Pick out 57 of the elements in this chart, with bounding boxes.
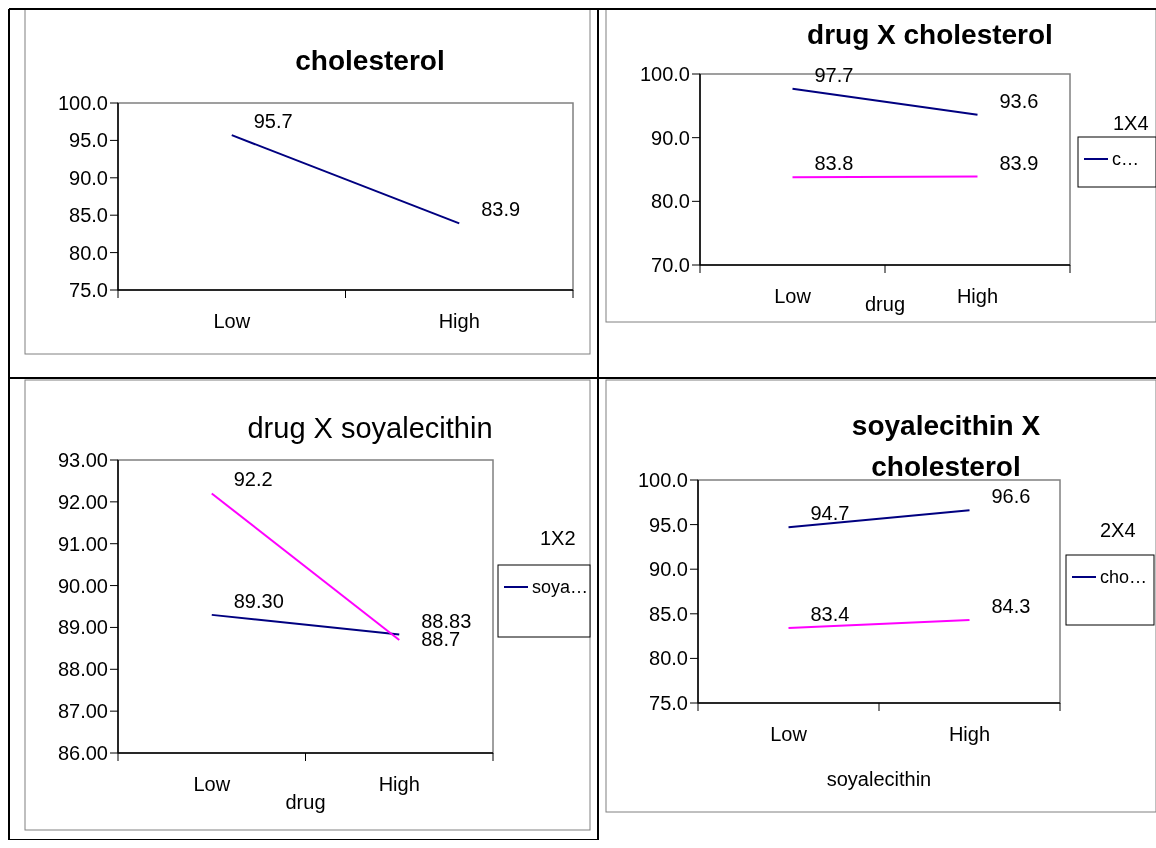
x-axis-title: drug xyxy=(864,293,906,315)
legend-title: 1X4 xyxy=(1113,112,1149,134)
legend-title: 1X2 xyxy=(540,527,576,549)
y-tick-label: 100.0 xyxy=(637,469,688,491)
y-tick-label: 95.0 xyxy=(69,129,108,152)
legend-label: c… xyxy=(1112,149,1139,170)
chart-title: cholesterol xyxy=(295,45,445,76)
y-tick-label: 80.0 xyxy=(651,190,690,213)
chart-title: drug X cholesterol xyxy=(807,19,1053,50)
x-tick-label: Low xyxy=(774,285,812,307)
data-label: 93.6 xyxy=(999,89,1039,112)
x-tick-label: High xyxy=(438,310,480,332)
data-label: 84.3 xyxy=(991,595,1031,618)
x-axis-title: soyalecithin xyxy=(826,768,932,790)
data-label: 83.8 xyxy=(814,152,854,175)
y-tick-label: 85.0 xyxy=(69,204,108,227)
data-label: 89.30 xyxy=(233,589,284,612)
x-tick-label: Low xyxy=(193,773,231,795)
legend-title: 2X4 xyxy=(1100,519,1136,541)
legend-label: soya… xyxy=(532,577,589,598)
data-label: 83.9 xyxy=(999,151,1039,174)
x-tick-label: Low xyxy=(213,310,251,332)
y-tick-label: 86.00 xyxy=(57,742,108,764)
y-tick-label: 90.0 xyxy=(69,166,108,189)
data-label: 97.7 xyxy=(814,63,854,86)
y-tick-label: 70.0 xyxy=(651,254,690,276)
x-tick-label: Low xyxy=(770,723,808,745)
x-axis-title: drug xyxy=(285,791,326,813)
y-tick-label: 85.0 xyxy=(649,602,688,625)
y-tick-label: 90.0 xyxy=(651,126,690,149)
y-tick-label: 87.00 xyxy=(57,700,108,723)
y-tick-label: 90.00 xyxy=(57,574,108,597)
data-label: 95.7 xyxy=(253,110,293,133)
x-tick-label: High xyxy=(948,723,991,745)
y-tick-label: 95.0 xyxy=(649,513,688,536)
y-tick-label: 100.0 xyxy=(639,63,690,85)
data-label: 96.6 xyxy=(991,485,1031,508)
chart-title: drug X soyalecithin xyxy=(247,412,493,444)
y-tick-label: 93.00 xyxy=(57,449,108,471)
y-tick-label: 100.0 xyxy=(57,92,108,114)
y-tick-label: 89.00 xyxy=(57,616,108,639)
y-tick-label: 80.0 xyxy=(649,647,688,670)
x-tick-label: High xyxy=(378,773,420,795)
y-tick-label: 80.0 xyxy=(69,241,108,264)
data-label: 92.2 xyxy=(233,468,273,491)
data-label: 83.4 xyxy=(810,603,850,626)
data-label: 83.9 xyxy=(481,198,521,221)
x-tick-label: High xyxy=(956,285,999,307)
legend-label: cho… xyxy=(1100,567,1148,588)
y-tick-label: 92.00 xyxy=(57,490,108,513)
y-tick-label: 91.00 xyxy=(57,532,108,555)
y-tick-label: 75.0 xyxy=(69,279,108,301)
y-tick-label: 88.00 xyxy=(57,658,108,681)
chart-title: soyalecithin X cholesterol xyxy=(851,410,1041,482)
y-tick-label: 90.0 xyxy=(649,558,688,581)
data-label: 94.7 xyxy=(810,502,850,525)
y-tick-label: 75.0 xyxy=(649,692,688,714)
